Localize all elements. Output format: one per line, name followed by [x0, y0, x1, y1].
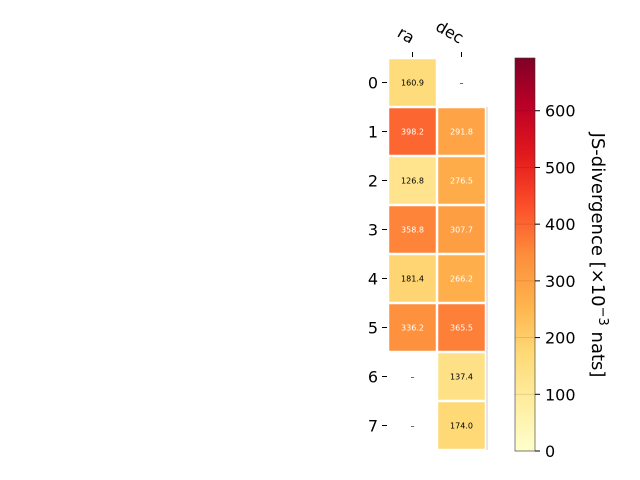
- heatmap-cell: [438, 402, 485, 449]
- cell-value-label: –: [411, 373, 415, 382]
- cell-value-label: 358.8: [401, 226, 424, 235]
- row-label-5: 5: [368, 319, 378, 338]
- heatmap-cell: [389, 108, 436, 155]
- colorbar-tick-label: 300: [545, 272, 576, 291]
- cell-value-label: –: [460, 79, 464, 88]
- heatmap-cell: [389, 157, 436, 204]
- row-label-1: 1: [368, 123, 378, 142]
- colorbar-tick-label: 400: [545, 215, 576, 234]
- cell-value-label: 398.2: [401, 128, 424, 137]
- colorbar-tick-label: 0: [545, 442, 555, 461]
- cell-value-label: 126.8: [401, 177, 424, 186]
- row-label-4: 4: [368, 270, 378, 289]
- heatmap-cell: [438, 255, 485, 302]
- row-label-2: 2: [368, 172, 378, 191]
- heatmap-cell: [438, 304, 485, 351]
- heatmap-cell: [438, 206, 485, 253]
- row-label-6: 6: [368, 368, 378, 387]
- cell-value-label: 276.5: [450, 177, 473, 186]
- colorbar-tick-label: 500: [545, 158, 576, 177]
- cell-value-label: 181.4: [401, 275, 424, 284]
- heatmap-cell: [389, 206, 436, 253]
- heatmap-cell: [438, 157, 485, 204]
- colorbar-label: JS-divergence [×10−3 nats]: [587, 132, 610, 378]
- cell-value-label: 160.9: [401, 79, 424, 88]
- col-label-dec: dec: [433, 17, 467, 48]
- colorbar-tick-label: 600: [545, 102, 576, 121]
- heatmap-cell: [389, 304, 436, 351]
- cell-value-label: 137.4: [450, 373, 473, 382]
- row-label-0: 0: [368, 74, 378, 93]
- cell-value-label: 291.8: [450, 128, 473, 137]
- cell-value-label: 174.0: [450, 422, 473, 431]
- heatmap-cell: [438, 108, 485, 155]
- cell-value-label: 336.2: [401, 324, 424, 333]
- heatmap-cell: [389, 59, 436, 106]
- colorbar-label-exponent: −3: [595, 307, 610, 326]
- heatmap-cell: [389, 255, 436, 302]
- row-label-7: 7: [368, 417, 378, 436]
- col-label-ra: ra: [394, 23, 418, 48]
- colorbar-label-main: JS-divergence [×10: [587, 132, 608, 307]
- cell-value-label: 307.7: [450, 226, 473, 235]
- cell-value-label: 365.5: [450, 324, 473, 333]
- cell-value-label: –: [411, 422, 415, 431]
- heatmap-grid: ra dec 0 1 2 3 4 5 6 7 160.9 – 398.2 291.8 126.8 276.5 3…: [368, 17, 488, 450]
- row-label-3: 3: [368, 221, 378, 240]
- colorbar-gradient: [514, 57, 536, 452]
- cell-value-label: 266.2: [450, 275, 473, 284]
- colorbar-tick-label: 100: [545, 385, 576, 404]
- colorbar-tick-label: 200: [545, 329, 576, 348]
- colorbar: JS-divergence [×10−3 nats] 0 100 200 300 400…: [514, 57, 610, 461]
- heatmap-cell: [438, 353, 485, 400]
- colorbar-label-unit: nats]: [587, 326, 608, 378]
